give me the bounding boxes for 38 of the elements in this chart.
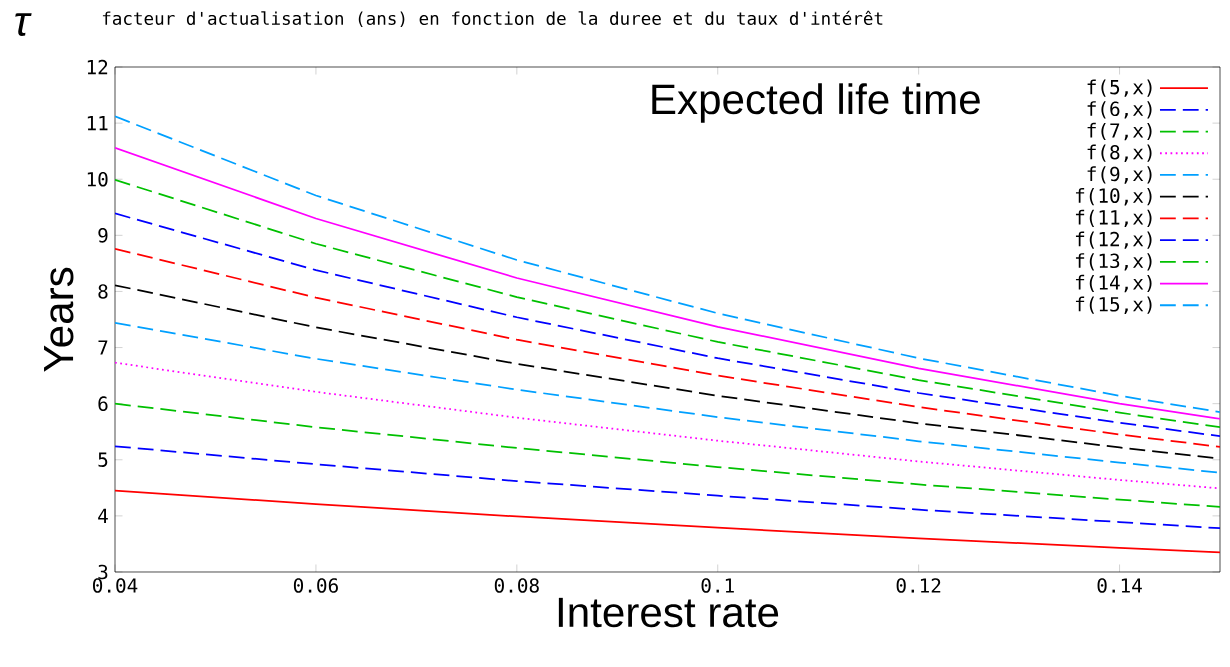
legend-label: f(8,x) bbox=[1087, 144, 1152, 162]
y-tick-label: 4 bbox=[98, 508, 108, 523]
legend-label: f(14,x) bbox=[1075, 274, 1152, 293]
legend-label: f(10,x) bbox=[1075, 188, 1152, 206]
y-tick-label: 10 bbox=[87, 171, 108, 187]
line-series bbox=[115, 247, 1220, 448]
legend-label: f(11,x) bbox=[1075, 209, 1152, 228]
y-tick-label: 6 bbox=[98, 396, 108, 411]
y-tick-label: 7 bbox=[98, 340, 108, 355]
x-tick-label: 0.06 bbox=[293, 578, 338, 593]
x-tick-label: 0.12 bbox=[896, 578, 941, 593]
legend-label: f(7,x) bbox=[1087, 122, 1152, 141]
annotation: Expected life time bbox=[652, 83, 980, 123]
y-tick-label: 11 bbox=[87, 116, 108, 131]
legend-label: f(9,x) bbox=[1087, 166, 1152, 184]
line-series bbox=[115, 321, 1220, 474]
legend-label: f(5,x) bbox=[1087, 79, 1152, 97]
y-tick-label: 12 bbox=[87, 59, 108, 75]
y-tick-label: 9 bbox=[98, 228, 108, 243]
x-tick-label: 0.14 bbox=[1097, 578, 1142, 593]
legend-label: f(13,x) bbox=[1075, 253, 1152, 271]
y-tick-label: 5 bbox=[98, 452, 108, 467]
legend-label: f(15,x) bbox=[1075, 296, 1152, 314]
chart-title: facteur d'actualisation (ans) en fonction de la duree et du taux d'intérêt bbox=[102, 10, 883, 28]
line-series bbox=[115, 361, 1220, 490]
legend-label: f(12,x) bbox=[1075, 231, 1152, 249]
line-series bbox=[115, 402, 1220, 508]
x-tick-label: 0.1 bbox=[701, 578, 734, 593]
text: τ bbox=[15, 13, 32, 36]
x-tick-label: 0.04 bbox=[93, 578, 138, 593]
line-series bbox=[115, 445, 1220, 530]
y-tick-label: 8 bbox=[98, 284, 108, 299]
y-tick-label: 3 bbox=[98, 564, 108, 580]
x-tick-label: 0.08 bbox=[494, 578, 539, 593]
line-series bbox=[115, 489, 1220, 554]
x-axis-title: Interest rate bbox=[558, 597, 779, 628]
y-axis-title: Years bbox=[44, 267, 74, 372]
legend-label: f(6,x) bbox=[1087, 101, 1152, 119]
